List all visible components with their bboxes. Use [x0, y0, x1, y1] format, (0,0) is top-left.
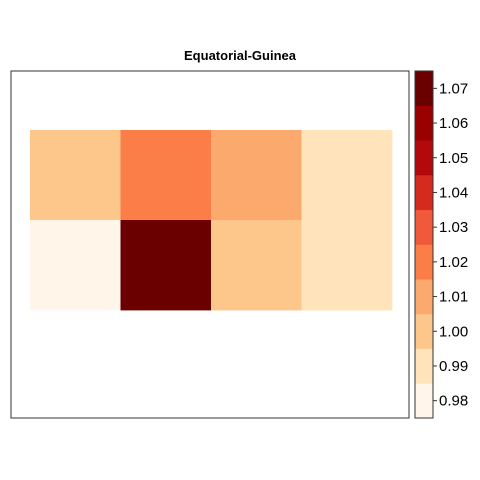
plot-frame	[10, 70, 410, 419]
colorbar-ticks: 0.98 0.99 1.00 1.01 1.02 1.03 1.04 1.05 1.06 1.07	[433, 80, 468, 410]
colorbar-tick-label: 1.01	[439, 289, 468, 306]
colorbar-bin-9	[415, 105, 433, 141]
colorbar-tick-label: 1.00	[439, 323, 468, 340]
colorbar-tick-label: 1.03	[439, 219, 468, 236]
colorbar-tick-label: 0.99	[439, 358, 468, 375]
colorbar-bin-5	[415, 244, 433, 280]
colorbar-tick-label: 1.05	[439, 150, 468, 167]
chart-title: Equatorial-Guinea	[184, 48, 297, 63]
colorbar-frame	[414, 70, 434, 419]
heatmap-cell-r2-c2	[120, 220, 212, 311]
colorbar-bin-10	[415, 71, 433, 106]
colorbar-bin-8	[415, 140, 433, 176]
colorbar-bin-3	[415, 313, 433, 349]
colorbar-bin-7	[415, 175, 433, 211]
colorbar-tick-label: 1.07	[439, 80, 468, 97]
heatmap-cell-r2-c3	[211, 220, 302, 311]
colorbar-bin-6	[415, 209, 433, 245]
heatmap-cell-r2-c1	[30, 220, 121, 311]
colorbar-tick-label: 1.04	[439, 184, 468, 201]
colorbar-bin-2	[415, 348, 433, 384]
colorbar-bin-4	[415, 279, 433, 315]
colorbar	[415, 71, 433, 419]
colorbar-tick-label: 1.06	[439, 115, 468, 132]
heatmap-cell-r1-c3	[211, 130, 302, 221]
heatmap-cell-r1-c1	[30, 130, 121, 221]
heatmap-cell-r1-c2	[120, 130, 212, 221]
colorbar-tick-label: 1.02	[439, 254, 468, 271]
colorbar-tick-label: 0.98	[439, 393, 468, 410]
colorbar-bin-1	[415, 383, 433, 419]
heatmap-cell-r2-c4	[301, 220, 393, 311]
heatmap-cell-r1-c4	[301, 130, 393, 221]
heatmap-cells	[30, 130, 393, 311]
